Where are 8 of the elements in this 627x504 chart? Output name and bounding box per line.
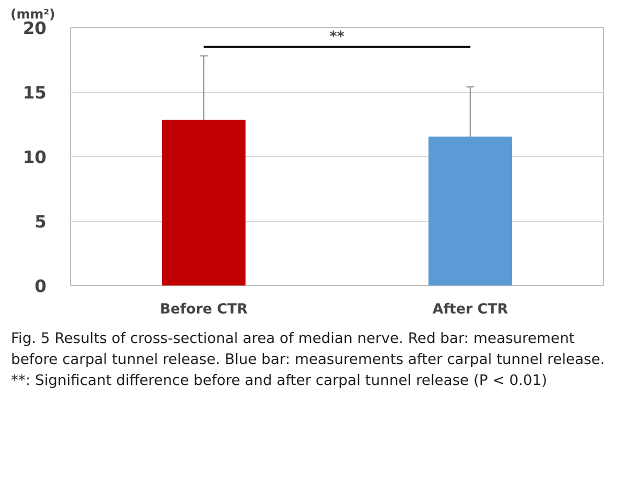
y-tick-label: 15 [22,84,47,104]
x-tick-label: After CTR [432,302,508,318]
annotation: ** [330,28,345,45]
y-tick-label: 10 [22,148,47,168]
y-tick-label: 0 [34,277,47,297]
y-tick-label: 5 [34,212,47,232]
x-tick-label: Before CTR [160,302,248,318]
caption: Fig. 5 Results of cross-sectional area of median nerve. Red bar: measurement before carpal tunnel release. Blue bar: measurements after carpal tunnel release. **: Significant difference before and after carpal tunnel release (P < 0.01) [10,330,606,392]
